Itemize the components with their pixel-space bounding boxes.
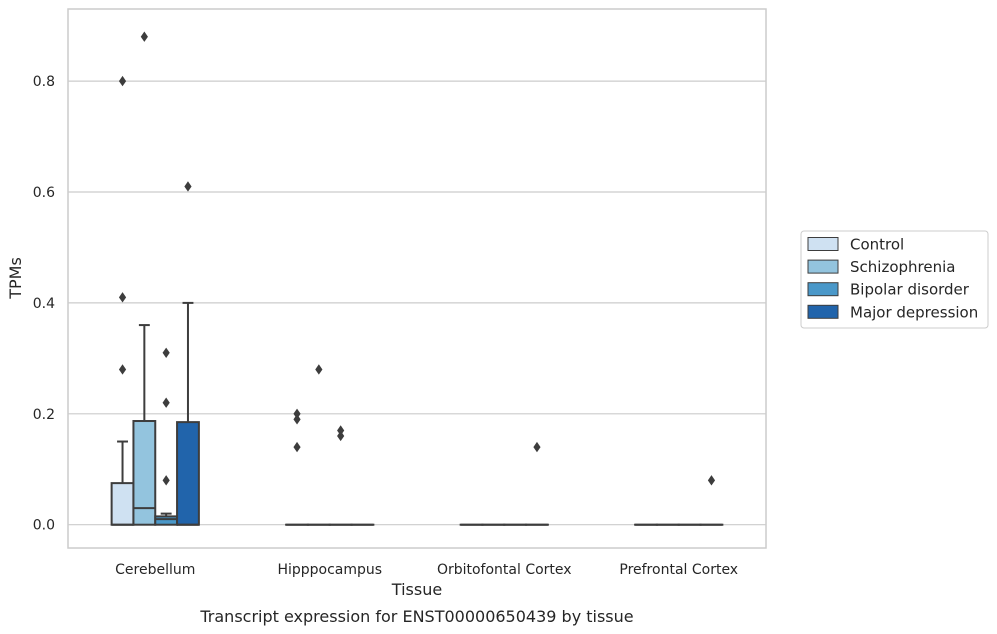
chart-caption: Transcript expression for ENST0000065043… [199,607,633,626]
box-body [154,515,179,526]
legend-frame [800,230,989,329]
outlier-point [184,181,192,192]
outlier-point [293,441,301,453]
outlier-point [293,408,301,420]
legend-swatch [807,259,839,274]
box-control [285,408,309,526]
box-bipolar-disorder [328,425,353,526]
box-major-depression [699,475,724,526]
y-tick-label: 0.6 [33,185,55,201]
x-tick-label: Orbitofontal Cortex [437,562,572,578]
legend-label: Bipolar disorder [850,281,970,299]
outlier-point [707,475,716,486]
y-tick-label: 0.8 [33,74,55,90]
y-tick-label: 0.0 [33,518,55,534]
legend-label: Schizophrenia [850,258,955,276]
legend-swatch [807,304,839,319]
outlier-point [337,425,345,436]
outlier-point [162,475,170,486]
outlier-point [315,364,323,375]
x-tick-label: Hipppocampus [277,562,382,578]
y-axis-label: TPMs [6,257,25,300]
legend-swatch [807,237,839,251]
outlier-point [118,364,127,375]
outlier-point [337,430,345,442]
box-major-depression [176,181,200,526]
legend-label: Control [850,236,904,254]
legend-swatch [807,282,839,297]
outlier-point [162,347,170,359]
outlier-point [533,441,541,453]
box-major-depression [525,441,549,526]
box-body [110,482,135,526]
box-body [132,420,157,526]
y-axis-ticks: 0.0 0.2 0.4 0.6 0.8 [33,74,55,534]
x-axis-ticks: Cerebellum Hipppocampus Orbitofontal Corte… [115,562,738,578]
outlier-point [293,414,301,425]
x-tick-label: Prefrontal Cortex [619,562,738,578]
outlier-point [162,397,170,408]
box-schizophrenia [132,31,157,526]
x-tick-label: Cerebellum [115,562,195,578]
outlier-point [140,31,148,42]
outlier-point [118,292,127,303]
box-series [110,31,724,526]
y-tick-label: 0.4 [33,296,55,312]
legend: Control Schizophrenia Bipolar disorder Majo… [800,230,989,329]
legend-label: Major depression [850,303,978,321]
y-tick-label: 0.2 [33,407,55,423]
x-axis-label: Tissue [391,580,442,599]
box-body [176,421,200,526]
outlier-point [118,75,127,87]
plot-area-frame [67,8,767,549]
